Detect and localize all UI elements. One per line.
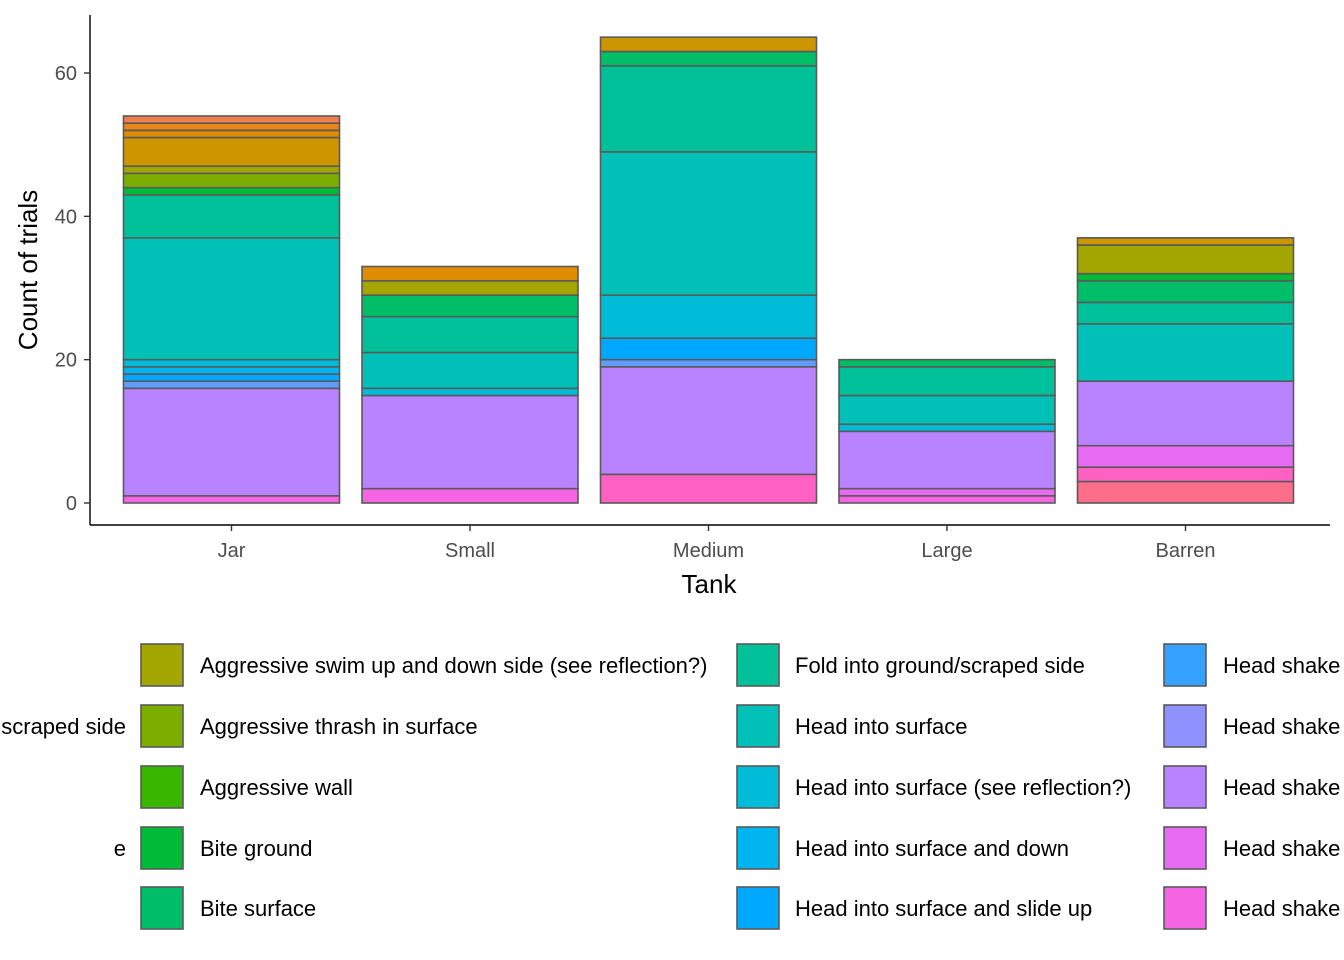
legend-key xyxy=(736,765,780,809)
bar-segment xyxy=(361,487,579,504)
bar-segment xyxy=(122,373,341,382)
bar-segment xyxy=(838,423,1056,433)
legend: scraped side e Aggressive swim up and down… xyxy=(1,643,1340,930)
bar-segment xyxy=(1076,301,1295,325)
legend-key xyxy=(736,643,780,687)
y-tick-label: 0 xyxy=(66,493,77,515)
x-tick-label: Barren xyxy=(1155,540,1215,562)
bar-segment xyxy=(599,36,818,53)
bar-segment xyxy=(361,394,579,490)
legend-key xyxy=(140,765,184,809)
legend-key xyxy=(140,826,184,870)
bar-segment xyxy=(599,151,818,296)
legend-label: Head shake xyxy=(1223,714,1340,739)
legend-label: Aggressive wall xyxy=(200,775,353,800)
bar-segment xyxy=(122,172,341,189)
bar-segment xyxy=(122,136,341,167)
legend-label: Aggressive swim up and down side (see re… xyxy=(200,653,707,678)
legend-key xyxy=(1163,704,1207,748)
legend-key xyxy=(1163,765,1207,809)
legend-label: Head shake xyxy=(1223,775,1340,800)
bar-segment xyxy=(361,294,579,318)
x-tick-label: Small xyxy=(445,540,495,562)
bar-segment xyxy=(1076,466,1295,483)
y-ticks: 0 20 40 60 xyxy=(55,63,90,515)
bar-segment xyxy=(1076,244,1295,275)
x-axis-title: Tank xyxy=(682,569,738,599)
bar-segment xyxy=(599,65,818,153)
bar-segment xyxy=(1076,323,1295,382)
bar-segment xyxy=(122,186,341,196)
bar-segment xyxy=(122,194,341,239)
y-tick-label: 60 xyxy=(55,63,77,85)
bar-segment xyxy=(122,237,341,361)
bar-segment xyxy=(361,351,579,390)
bar-segment xyxy=(122,380,341,390)
x-tick-label: Medium xyxy=(673,540,744,562)
bar-segment xyxy=(599,50,818,67)
legend-label: Aggressive thrash in surface xyxy=(200,714,478,739)
bar-segment xyxy=(1076,380,1295,447)
bar-segment xyxy=(122,165,341,175)
bar-segment xyxy=(599,337,818,361)
bar-segment xyxy=(361,315,579,354)
legend-key xyxy=(140,704,184,748)
y-tick-label: 20 xyxy=(55,350,77,372)
bar-segment xyxy=(1076,480,1295,504)
bar-segment xyxy=(599,294,818,339)
legend-label: e xyxy=(114,836,126,861)
legend-label: Head into surface and slide up xyxy=(795,896,1092,921)
x-tick-label: Large xyxy=(921,540,972,562)
bar-segment xyxy=(838,358,1056,368)
legend-label: Head into surface and down xyxy=(795,836,1069,861)
bar-segment xyxy=(1076,444,1295,468)
bar-segment xyxy=(361,387,579,397)
bar-segment xyxy=(122,358,341,368)
legend-key xyxy=(1163,826,1207,870)
legend-label: Head shake xyxy=(1223,836,1340,861)
bar-segment xyxy=(1076,237,1295,246)
legend-key xyxy=(736,704,780,748)
y-tick-label: 40 xyxy=(55,206,77,228)
bar-segment xyxy=(361,265,579,282)
bar-segment xyxy=(361,280,579,296)
legend-label: scraped side xyxy=(1,714,126,739)
bar-segment xyxy=(122,115,341,124)
bar-segment xyxy=(122,129,341,139)
legend-label: Head into surface (see reflection?) xyxy=(795,775,1131,800)
axes-layer xyxy=(89,15,1330,526)
legend-key xyxy=(1163,643,1207,687)
bar-segment xyxy=(1076,272,1295,282)
bar-segment xyxy=(838,487,1056,497)
legend-key xyxy=(1163,886,1207,930)
bars-layer xyxy=(122,36,1295,504)
bar-segment xyxy=(838,495,1056,504)
bar-segment xyxy=(599,358,818,368)
x-ticks: Jar Small Medium Large Barren xyxy=(218,525,1216,562)
bar-segment xyxy=(599,366,818,476)
x-tick-label: Jar xyxy=(218,540,246,562)
bar-segment xyxy=(1076,280,1295,304)
legend-key xyxy=(736,826,780,870)
bar-segment xyxy=(838,394,1056,425)
legend-label: Head shake xyxy=(1223,653,1340,678)
legend-key xyxy=(140,643,184,687)
legend-key xyxy=(140,886,184,930)
bar-segment xyxy=(122,122,341,132)
bar-segment xyxy=(838,430,1056,490)
bar-segment xyxy=(122,495,341,504)
legend-label: Head into surface xyxy=(795,714,967,739)
legend-label: Bite surface xyxy=(200,896,316,921)
bar-segment xyxy=(838,366,1056,397)
bar-segment xyxy=(122,387,341,497)
legend-key xyxy=(736,886,780,930)
legend-label: Fold into ground/scraped side xyxy=(795,653,1085,678)
legend-label: Head shake xyxy=(1223,896,1340,921)
bar-segment xyxy=(599,473,818,504)
legend-label: Bite ground xyxy=(200,836,313,861)
bar-segment xyxy=(122,366,341,375)
y-axis-title: Count of trials xyxy=(13,190,43,350)
